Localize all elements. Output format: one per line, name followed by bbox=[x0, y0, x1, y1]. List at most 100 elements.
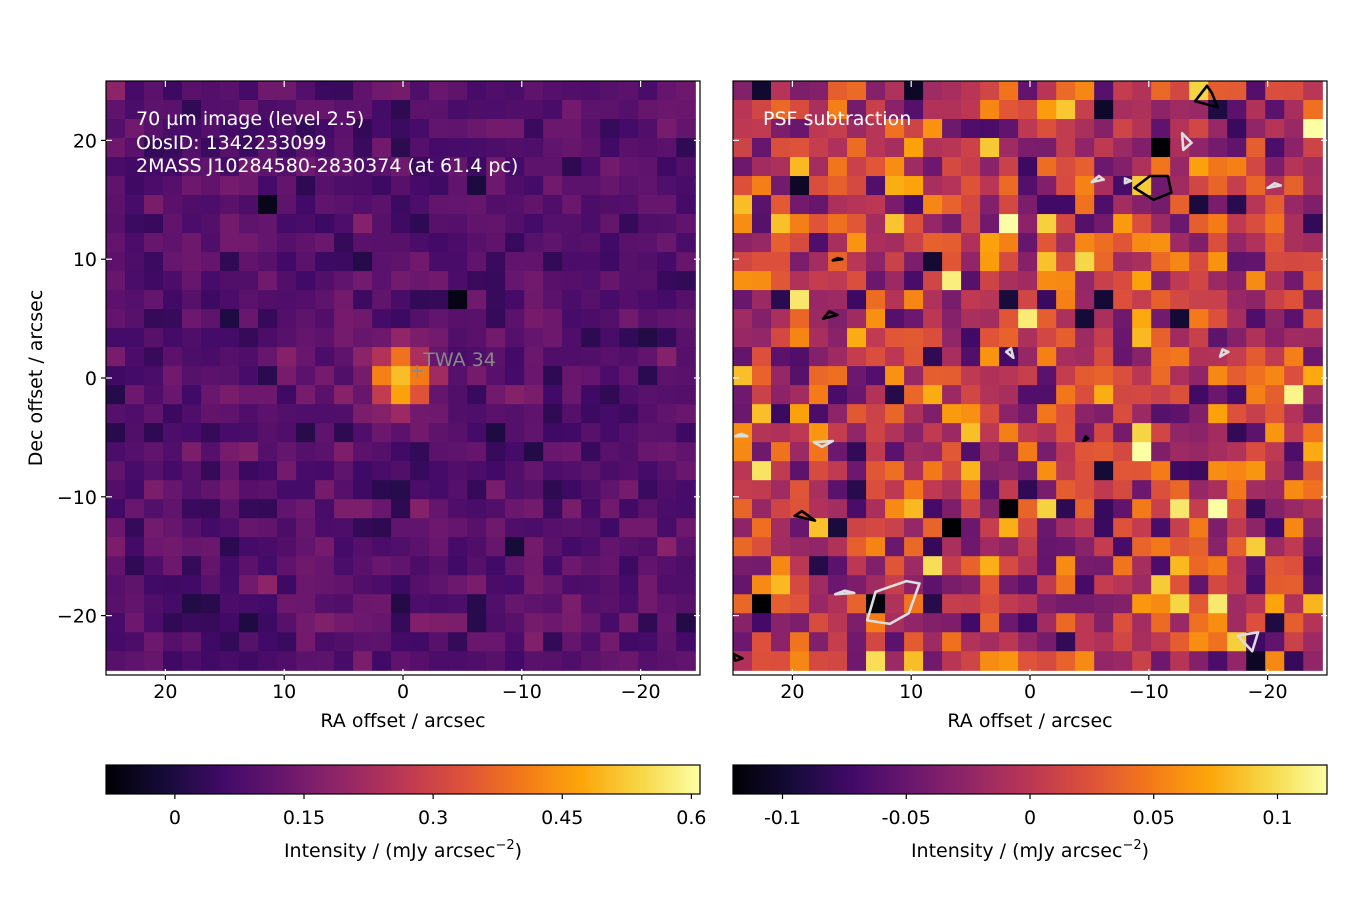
heatmap-cell bbox=[1132, 461, 1152, 481]
heatmap-cell bbox=[429, 138, 449, 158]
x-tick-label: −20 bbox=[1248, 681, 1288, 703]
heatmap-cell bbox=[980, 594, 1000, 614]
heatmap-cell bbox=[201, 404, 221, 424]
heatmap-cell bbox=[1170, 233, 1190, 253]
heatmap-cell bbox=[353, 537, 373, 557]
heatmap-cell bbox=[543, 176, 563, 196]
heatmap-cell bbox=[296, 537, 316, 557]
heatmap-cell bbox=[771, 309, 791, 329]
heatmap-cell bbox=[391, 309, 411, 329]
heatmap-cell bbox=[1056, 385, 1076, 405]
heatmap-cell bbox=[790, 461, 810, 481]
heatmap-cell bbox=[1132, 499, 1152, 519]
heatmap-cell bbox=[239, 499, 259, 519]
heatmap-cell bbox=[429, 233, 449, 253]
heatmap-cell bbox=[125, 518, 145, 538]
heatmap-cell bbox=[1265, 309, 1285, 329]
heatmap-cell bbox=[543, 309, 563, 329]
heatmap-cell bbox=[1113, 252, 1133, 272]
heatmap-cell bbox=[334, 537, 354, 557]
heatmap-cell bbox=[600, 347, 620, 367]
heatmap-cell bbox=[315, 480, 335, 500]
heatmap-cell bbox=[1303, 632, 1323, 652]
heatmap-cell bbox=[1284, 157, 1304, 177]
heatmap-cell bbox=[619, 651, 639, 671]
heatmap-cell bbox=[1208, 461, 1228, 481]
heatmap-cell bbox=[1113, 347, 1133, 367]
heatmap-cell bbox=[581, 157, 601, 177]
heatmap-cell bbox=[885, 195, 905, 215]
heatmap-cell bbox=[372, 461, 392, 481]
heatmap-cell bbox=[828, 214, 848, 234]
heatmap-cell bbox=[182, 366, 202, 386]
heatmap-cell bbox=[144, 233, 164, 253]
heatmap-cell bbox=[1151, 176, 1171, 196]
heatmap-cell bbox=[486, 309, 506, 329]
heatmap-cell bbox=[429, 271, 449, 291]
heatmap-cell bbox=[923, 499, 943, 519]
heatmap-cell bbox=[524, 328, 544, 348]
heatmap-cell bbox=[999, 632, 1019, 652]
heatmap-cell bbox=[809, 404, 829, 424]
heatmap-cell bbox=[1303, 594, 1323, 614]
heatmap-cell bbox=[1094, 556, 1114, 576]
heatmap-cell bbox=[429, 81, 449, 101]
x-tick-label: −10 bbox=[502, 681, 542, 703]
heatmap-cell bbox=[1208, 233, 1228, 253]
heatmap-cell bbox=[1208, 404, 1228, 424]
heatmap-cell bbox=[828, 613, 848, 633]
heatmap-cell bbox=[790, 442, 810, 462]
heatmap-cell bbox=[847, 195, 867, 215]
heatmap-cell bbox=[296, 366, 316, 386]
heatmap-cell bbox=[163, 537, 183, 557]
heatmap-cell bbox=[980, 100, 1000, 120]
heatmap-cell bbox=[163, 423, 183, 443]
heatmap-cell bbox=[1113, 404, 1133, 424]
heatmap-cell bbox=[182, 385, 202, 405]
heatmap-cell bbox=[1094, 480, 1114, 500]
heatmap-cell bbox=[429, 651, 449, 671]
heatmap-cell bbox=[1265, 518, 1285, 538]
heatmap-cell bbox=[372, 195, 392, 215]
heatmap-cell bbox=[296, 480, 316, 500]
heatmap-cell bbox=[923, 651, 943, 671]
heatmap-cell bbox=[1246, 575, 1266, 595]
heatmap-cell bbox=[581, 347, 601, 367]
heatmap-cell bbox=[923, 252, 943, 272]
heatmap-cell bbox=[391, 385, 411, 405]
heatmap-cell bbox=[372, 423, 392, 443]
heatmap-cell bbox=[239, 138, 259, 158]
heatmap-cell bbox=[1303, 404, 1323, 424]
heatmap-cell bbox=[847, 461, 867, 481]
heatmap-cell bbox=[1075, 461, 1095, 481]
heatmap-cell bbox=[1208, 100, 1228, 120]
heatmap-cell bbox=[220, 423, 240, 443]
heatmap-cell bbox=[657, 290, 677, 310]
heatmap-cell bbox=[1265, 138, 1285, 158]
heatmap-cell bbox=[334, 176, 354, 196]
heatmap-cell bbox=[885, 157, 905, 177]
heatmap-cell bbox=[1189, 157, 1209, 177]
heatmap-cell bbox=[201, 575, 221, 595]
heatmap-cell bbox=[1094, 366, 1114, 386]
heatmap-cell bbox=[676, 651, 696, 671]
heatmap-cell bbox=[600, 404, 620, 424]
heatmap-cell bbox=[809, 100, 829, 120]
heatmap-cell bbox=[847, 309, 867, 329]
heatmap-cell bbox=[410, 328, 430, 348]
heatmap-cell bbox=[505, 518, 525, 538]
heatmap-cell bbox=[1303, 328, 1323, 348]
heatmap-cell bbox=[144, 499, 164, 519]
heatmap-cell bbox=[885, 309, 905, 329]
heatmap-cell bbox=[752, 499, 772, 519]
heatmap-cell bbox=[1037, 594, 1057, 614]
heatmap-cell bbox=[524, 81, 544, 101]
heatmap-cell bbox=[1265, 347, 1285, 367]
heatmap-cell bbox=[239, 309, 259, 329]
heatmap-cell bbox=[657, 252, 677, 272]
heatmap-cell bbox=[448, 480, 468, 500]
heatmap-cell bbox=[429, 461, 449, 481]
heatmap-cell bbox=[752, 385, 772, 405]
heatmap-cell bbox=[1170, 404, 1190, 424]
heatmap-cell bbox=[904, 81, 924, 101]
